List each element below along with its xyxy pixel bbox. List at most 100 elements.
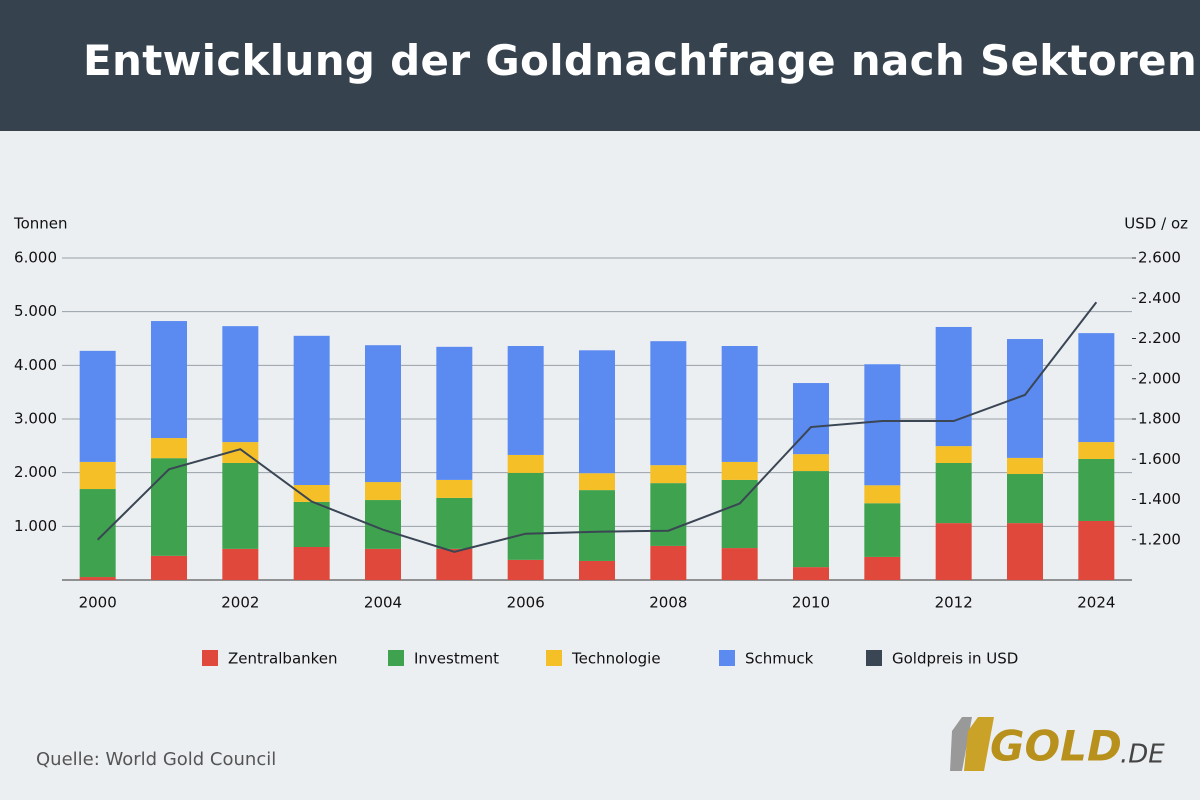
legend-swatch (866, 650, 882, 666)
bar (864, 485, 901, 504)
bar (507, 559, 544, 580)
bar (151, 321, 187, 439)
y-tick-label: 4.000 (14, 356, 57, 374)
bar (650, 341, 687, 466)
bar (222, 442, 259, 464)
bar (1007, 474, 1043, 524)
x-tick-label: 2000 (79, 594, 117, 612)
logo: GOLD .DE (950, 717, 1165, 771)
legend-label: Schmuck (745, 650, 814, 668)
legend-swatch (719, 650, 735, 666)
bar (1078, 520, 1115, 580)
y-tick-label: 3.000 (14, 410, 57, 428)
bar (365, 345, 401, 483)
bar (793, 454, 829, 472)
y2-tick-label: 1.200 (1138, 530, 1181, 548)
bar (721, 461, 758, 480)
y-tick-label: 5.000 (14, 302, 57, 320)
bar (864, 364, 901, 486)
y2-tick-label: 1.400 (1138, 490, 1181, 508)
bar (293, 501, 330, 547)
bar (1078, 442, 1115, 459)
bar (579, 560, 615, 580)
y2-tick-label: 2.600 (1138, 249, 1181, 267)
x-tick-label: 2024 (1077, 594, 1115, 612)
bar (293, 335, 330, 486)
bar (935, 463, 972, 524)
bar (1078, 458, 1115, 521)
bar (935, 523, 972, 580)
x-tick-label: 2012 (935, 594, 973, 612)
legend-label: Goldpreis in USD (892, 650, 1018, 668)
source: Quelle: World Gold Council (36, 749, 276, 770)
logo-text: GOLD (990, 722, 1122, 771)
line (96, 301, 1098, 553)
bar (507, 454, 544, 473)
bar (935, 326, 972, 447)
y-tick-label: 6.000 (14, 249, 57, 267)
bar (222, 548, 259, 580)
y2-tick-label: 2.400 (1138, 289, 1181, 307)
logo-suffix: .DE (1120, 740, 1165, 770)
bar (507, 472, 544, 560)
x-tick-label: 2002 (221, 594, 259, 612)
x-tick-label: 2006 (507, 594, 545, 612)
legend-swatch (546, 650, 562, 666)
y2-tick-label: 2.200 (1138, 329, 1181, 347)
legend-label: Investment (414, 650, 499, 668)
y-axis-label: Tonnen (13, 215, 68, 233)
bar (436, 479, 473, 498)
bar (293, 485, 330, 502)
bar (151, 438, 187, 459)
bar (793, 567, 829, 580)
bar (436, 497, 473, 549)
bar (293, 546, 330, 580)
legend-swatch (202, 650, 218, 666)
bar (151, 458, 187, 556)
header: Entwicklung der Goldnachfrage nach Sekto… (0, 0, 1200, 131)
bar (365, 548, 401, 580)
y2-tick-label: 1.800 (1138, 410, 1181, 428)
bar (365, 482, 401, 501)
bar (1007, 457, 1043, 475)
y2-tick-label: 2.000 (1138, 369, 1181, 387)
y2-tick-label: 1.600 (1138, 450, 1181, 468)
bar (1078, 333, 1115, 443)
chart: Tonnen USD / oz Quelle: World Gold Counc… (13, 215, 1188, 771)
y2-axis-label: USD / oz (1124, 215, 1188, 233)
bar (79, 461, 116, 490)
bar (79, 350, 116, 462)
bar (650, 465, 687, 484)
bar (507, 346, 544, 455)
bar (579, 350, 615, 474)
bar (222, 326, 259, 443)
bar (650, 545, 687, 580)
bar (436, 346, 473, 480)
logo-icon (950, 717, 972, 771)
chart-title: Entwicklung der Goldnachfrage nach Sekto… (83, 36, 1198, 85)
bar (935, 446, 972, 464)
legend-label: Technologie (571, 650, 661, 668)
bar (436, 548, 473, 580)
logo-icon (964, 717, 994, 771)
x-tick-label: 2010 (792, 594, 830, 612)
bar (793, 471, 829, 568)
bar (721, 548, 758, 580)
legend-label: Zentralbanken (228, 650, 338, 668)
bar (151, 555, 187, 580)
bar (79, 489, 116, 578)
x-tick-label: 2008 (649, 594, 687, 612)
bar (79, 577, 116, 580)
legend-swatch (388, 650, 404, 666)
bar (721, 346, 758, 462)
bar (579, 490, 615, 561)
bar (222, 463, 259, 549)
y-tick-label: 1.000 (14, 517, 57, 535)
x-tick-label: 2004 (364, 594, 402, 612)
bar (1007, 523, 1043, 580)
bar (864, 556, 901, 580)
bar (579, 473, 615, 491)
bar (793, 383, 829, 455)
bar (650, 483, 687, 546)
